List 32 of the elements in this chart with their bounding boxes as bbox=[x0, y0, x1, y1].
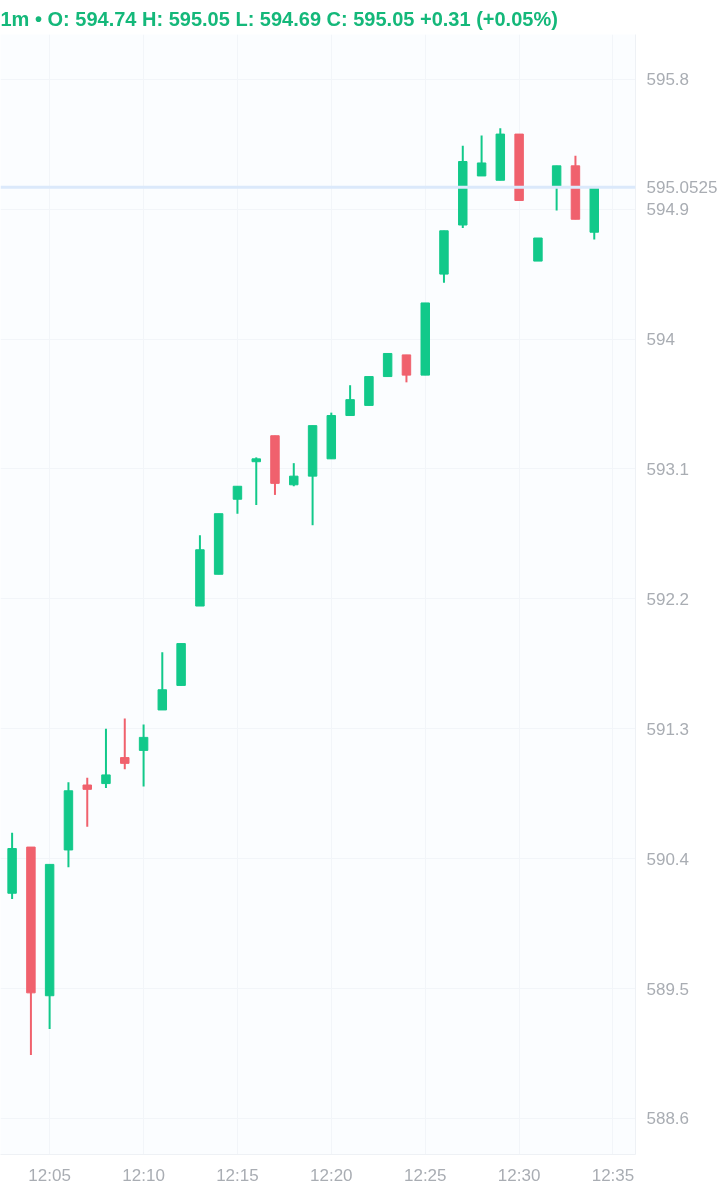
x-tick-label: 12:25 bbox=[403, 1165, 447, 1185]
y-tick-label: 595.8 bbox=[646, 70, 690, 90]
x-tick-label: 12:15 bbox=[216, 1165, 259, 1185]
candlestick bbox=[382, 352, 393, 378]
x-tick-label: 12:30 bbox=[497, 1165, 541, 1185]
candlestick bbox=[476, 134, 487, 177]
y-tick-label: 594 bbox=[646, 330, 675, 350]
y-tick-label: 592.2 bbox=[646, 589, 690, 609]
ref-line-label: 595.0525 bbox=[646, 178, 718, 198]
y-tick-label: 593.1 bbox=[646, 459, 690, 479]
y-tick-label: 590.4 bbox=[646, 849, 690, 869]
y-tick-label: 591.3 bbox=[646, 719, 690, 739]
candlestick bbox=[101, 727, 111, 789]
candlestick bbox=[345, 384, 355, 417]
candlestick bbox=[138, 723, 149, 788]
x-tick-label: 12:20 bbox=[310, 1165, 353, 1185]
candlestick bbox=[251, 456, 261, 507]
chart-title: 1m • O: 594.74 H: 595.05 L: 594.69 C: 595.05 +0.31 (+0.05%) bbox=[0, 7, 558, 30]
y-tick-label: 589.5 bbox=[646, 979, 690, 999]
candlestick bbox=[120, 717, 130, 771]
candlestick bbox=[551, 164, 562, 212]
candlestick bbox=[82, 776, 92, 828]
candlestick bbox=[157, 651, 168, 711]
y-tick-label: 588.6 bbox=[646, 1109, 690, 1129]
x-tick-label: 12:10 bbox=[122, 1165, 165, 1185]
y-tick-label: 594.9 bbox=[646, 200, 690, 220]
candlestick bbox=[401, 353, 412, 384]
candlestick bbox=[232, 485, 243, 515]
x-tick-label: 12:05 bbox=[28, 1165, 71, 1185]
x-tick-label: 12:35 bbox=[591, 1165, 635, 1185]
candlestick bbox=[533, 237, 543, 262]
candlestick bbox=[289, 462, 299, 488]
